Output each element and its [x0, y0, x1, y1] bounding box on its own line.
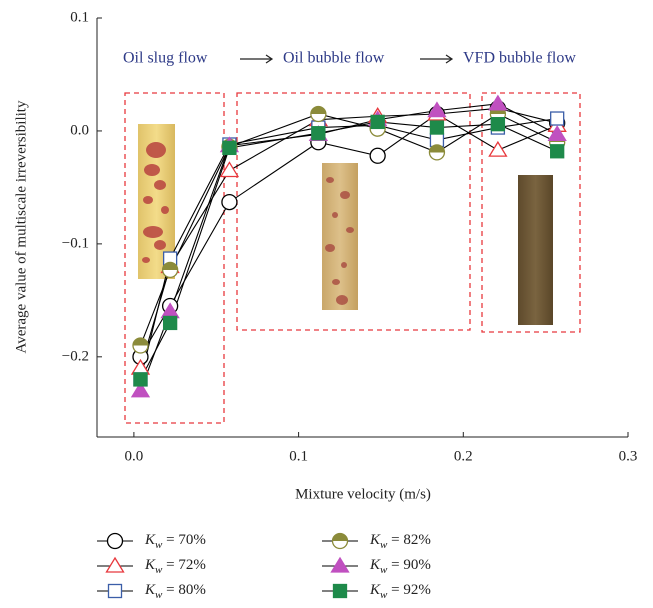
marker — [332, 583, 348, 599]
legend-label: Kw = 90% — [369, 557, 431, 575]
legend-item: Kw = 72% — [97, 556, 206, 576]
marker — [106, 532, 124, 550]
legend-label: Kw = 70% — [144, 532, 206, 550]
marker — [550, 144, 565, 159]
marker — [222, 140, 237, 156]
marker — [133, 372, 148, 387]
marker — [331, 532, 349, 550]
x-axis-label: Mixture velocity (m/s) — [295, 486, 431, 502]
marker — [429, 120, 445, 135]
legend-label: Kw = 80% — [144, 582, 206, 600]
annotation: Oil bubble flow — [283, 50, 385, 67]
y-tick-label: −0.1 — [62, 235, 89, 251]
legend-item: Kw = 90% — [322, 556, 431, 576]
marker — [369, 147, 386, 164]
legend-item: Kw = 82% — [322, 532, 431, 551]
y-tick-label: 0.1 — [70, 9, 89, 25]
marker — [547, 125, 567, 141]
marker — [370, 114, 385, 130]
marker — [161, 261, 179, 279]
marker — [311, 126, 326, 141]
legend-label: Kw = 72% — [144, 557, 206, 575]
legend-label: Kw = 92% — [369, 582, 431, 600]
marker — [488, 140, 508, 157]
x-tick-label: 0.1 — [289, 448, 308, 464]
marker — [488, 94, 508, 111]
marker — [550, 111, 565, 126]
marker — [107, 583, 123, 599]
regime-boxes — [124, 92, 581, 424]
marker — [330, 556, 350, 573]
series-line — [140, 107, 558, 358]
legend-item: Kw = 92% — [322, 582, 431, 601]
marker — [221, 193, 238, 211]
annotation: VFD bubble flow — [463, 50, 576, 67]
y-tick-label: −0.2 — [62, 348, 89, 364]
marker — [130, 381, 151, 398]
marker — [428, 144, 446, 161]
marker — [490, 117, 506, 132]
annotation: Oil slug flow — [123, 50, 208, 67]
marker — [427, 101, 447, 118]
marker — [162, 315, 178, 331]
legend-label: Kw = 82% — [369, 532, 431, 550]
marker — [310, 105, 327, 123]
marker — [132, 337, 149, 354]
series-line — [139, 113, 558, 346]
marker — [219, 161, 240, 178]
y-tick-label: 0.0 — [70, 122, 89, 138]
legend-item: Kw = 80% — [97, 582, 206, 601]
x-tick-label: 0.3 — [619, 448, 638, 464]
marker — [105, 556, 125, 573]
x-tick-label: 0.0 — [125, 448, 144, 464]
arrows — [240, 54, 454, 64]
x-tick-label: 0.2 — [454, 448, 473, 464]
flow-images — [138, 124, 553, 325]
series-line — [139, 103, 558, 391]
y-axis-label: Average value of multiscale irreversibil… — [13, 100, 29, 353]
series-line — [139, 121, 558, 380]
legend-item: Kw = 70% — [97, 532, 206, 551]
